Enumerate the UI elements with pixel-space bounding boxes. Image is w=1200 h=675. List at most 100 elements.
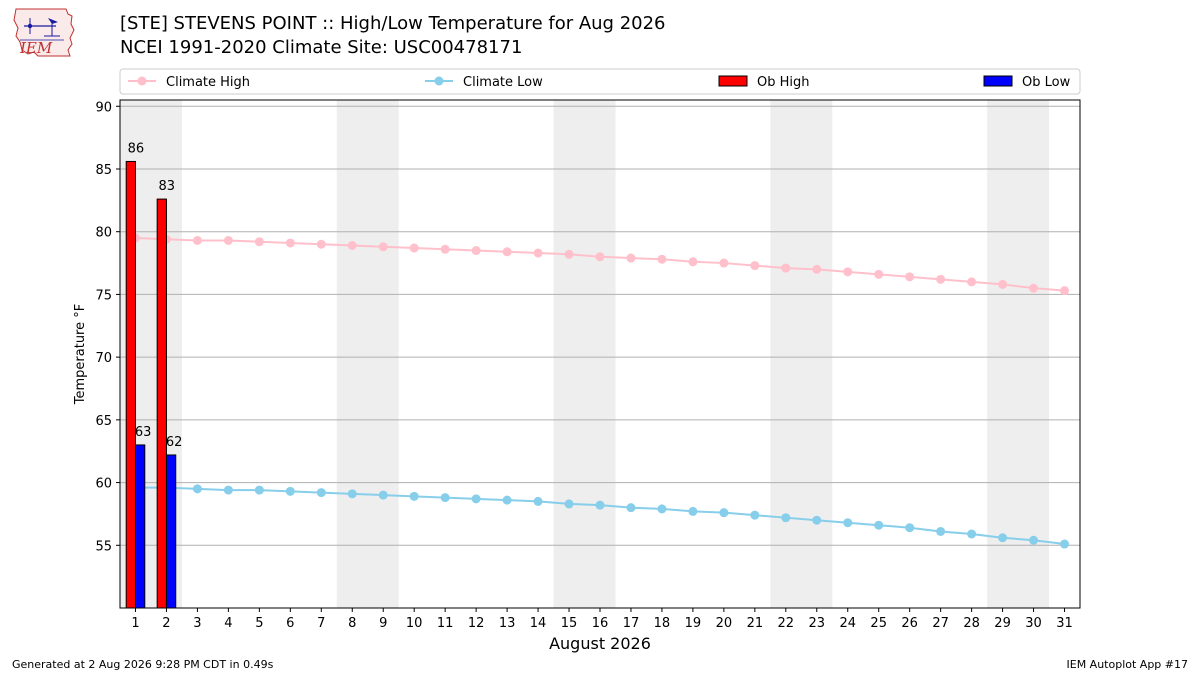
legend-box [119,68,1081,95]
climate-high-point-11 [440,244,450,254]
climate-low-point-24 [843,518,853,528]
climate-high-point-22 [781,263,791,273]
x-tick-label-4: 4 [224,616,232,631]
ob-high-label-2: 83 [159,179,176,194]
y-tick-label-80: 80 [95,226,112,241]
weekend-band-2 [553,100,616,608]
x-tick-label-2: 2 [162,616,170,631]
x-tick-label-26: 26 [901,616,918,631]
climate-low-legend-label: Climate Low [463,75,543,90]
ob-high-legend-swatch [718,75,748,87]
ob-high-legend-label: Ob High [757,75,810,90]
x-tick-label-22: 22 [778,616,795,631]
climate-high-point-13 [502,247,512,257]
y-axis-label: Temperature °F [73,304,88,405]
climate-high-point-4 [223,235,233,245]
data-labels: 86 83 63 62 [128,141,183,450]
climate-high-point-17 [626,253,636,263]
climate-low-point-9 [378,490,388,500]
y-tick-label-60: 60 [95,477,112,492]
x-tick-label-7: 7 [317,616,325,631]
climate-low-point-12 [471,494,481,504]
weekend-band-1 [336,100,399,608]
climate-low-point-27 [936,526,946,536]
climate-low-point-10 [409,491,419,501]
x-tick-label-27: 27 [932,616,949,631]
x-tick-label-18: 18 [654,616,671,631]
legend: Climate High Climate Low Ob High Ob Low [119,68,1081,95]
climate-low-point-17 [626,503,636,513]
chart-title: [STE] STEVENS POINT :: High/Low Temperat… [120,13,666,34]
climate-high-point-20 [719,258,729,268]
y-tick-label-70: 70 [95,351,112,366]
climate-high-point-29 [998,279,1008,289]
climate-low-point-5 [254,485,264,495]
x-axis-label: August 2026 [549,634,651,653]
x-tick-label-10: 10 [406,616,423,631]
climate-low-legend-marker [434,76,444,86]
x-tick-label-16: 16 [592,616,609,631]
climate-low-point-19 [688,506,698,516]
climate-high-point-26 [905,272,915,282]
climate-low-point-21 [750,510,760,520]
climate-high-point-9 [378,242,388,252]
x-tick-label-13: 13 [499,616,516,631]
x-tick-label-9: 9 [379,616,387,631]
footer-app: IEM Autoplot App #17 [1066,658,1189,671]
climate-low-point-15 [564,499,574,509]
climate-high-point-15 [564,249,574,259]
x-tick-label-6: 6 [286,616,294,631]
climate-high-point-3 [192,235,202,245]
x-tick-label-30: 30 [1025,616,1042,631]
climate-low-point-3 [192,484,202,494]
climate-high-legend-marker [137,76,147,86]
climate-high-point-28 [967,277,977,287]
ob-low-legend-label: Ob Low [1022,75,1071,90]
climate-high-point-14 [533,248,543,258]
climate-high-point-23 [812,264,822,274]
climate-low-point-26 [905,523,915,533]
climate-high-point-19 [688,257,698,267]
climate-low-point-22 [781,513,791,523]
x-tick-label-5: 5 [255,616,263,631]
x-tick-label-21: 21 [747,616,764,631]
climate-low-point-29 [998,533,1008,543]
climate-low-point-16 [595,500,605,510]
ob-low-bar-1 [134,444,146,609]
climate-high-point-21 [750,261,760,271]
climate-low-point-14 [533,496,543,506]
climate-high-point-18 [657,254,667,264]
x-tick-label-3: 3 [193,616,201,631]
x-tick-label-24: 24 [839,616,856,631]
x-tick-label-14: 14 [530,616,547,631]
climate-high-point-7 [316,239,326,249]
chart-subtitle: NCEI 1991-2020 Climate Site: USC00478171 [120,37,523,58]
ob-low-label-1: 63 [135,425,152,440]
climate-high-point-6 [285,238,295,248]
ob-low-bar-2 [165,454,177,609]
ob-high-bar-2 [156,198,167,609]
climate-high-point-27 [936,274,946,284]
ob-high-label-1: 86 [128,141,145,156]
climate-low-point-13 [502,495,512,505]
gridlines [120,105,1080,546]
x-tick-label-19: 19 [685,616,702,631]
climate-low-point-18 [657,504,667,514]
iem-logo: IEM [13,8,75,57]
climate-high-point-30 [1029,283,1039,293]
iem-logo-text: IEM [19,39,53,57]
climate-low-point-6 [285,486,295,496]
climate-high-legend-label: Climate High [166,75,250,90]
x-tick-label-20: 20 [716,616,733,631]
y-tick-label-65: 65 [95,414,112,429]
x-tick-label-1: 1 [131,616,139,631]
weekend-band-3 [770,100,833,608]
climate-low-point-23 [812,515,822,525]
weekend-band-4 [987,100,1050,608]
climate-high-point-8 [347,241,357,251]
climate-low-point-28 [967,529,977,539]
x-tick-label-17: 17 [623,616,640,631]
ob-low-label-2: 62 [166,435,183,450]
climate-low-point-30 [1029,535,1039,545]
